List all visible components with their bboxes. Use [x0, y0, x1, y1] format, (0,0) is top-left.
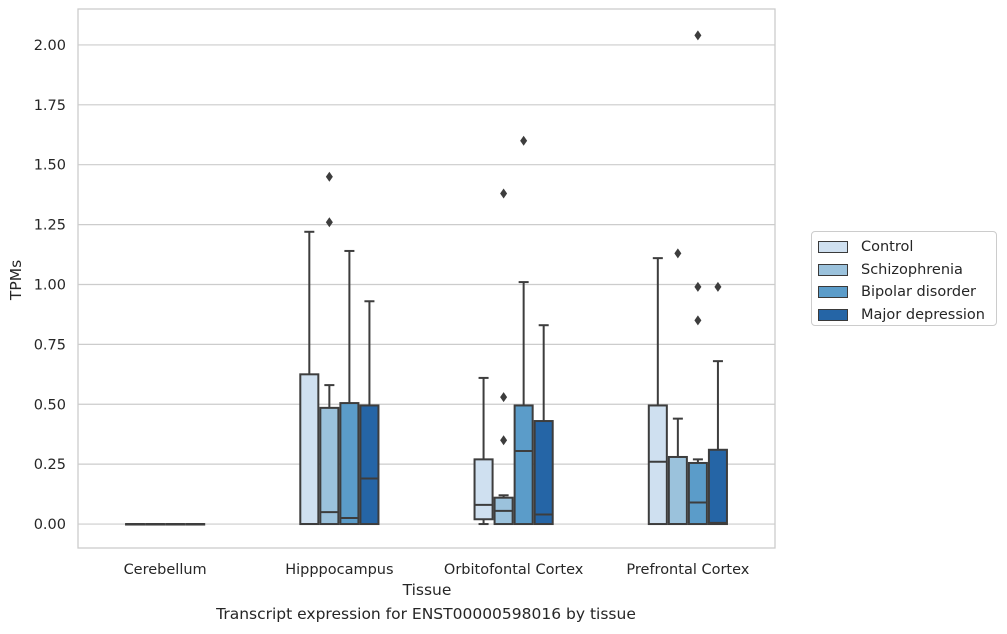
outlier-point [694, 315, 702, 326]
y-tick-label: 2.00 [34, 38, 66, 54]
y-tick-label: 0.50 [34, 397, 66, 413]
legend-label: Control [861, 239, 914, 256]
outlier-point [694, 30, 702, 41]
legend-swatch [818, 308, 848, 321]
legend-label: Bipolar disorder [861, 284, 976, 301]
box-group [185, 523, 206, 526]
box [687, 461, 708, 526]
box-group [667, 248, 688, 526]
x-tick-label: Cerebellum [124, 562, 207, 578]
legend-item: Schizophrenia [818, 259, 996, 282]
box-group [299, 230, 320, 526]
outlier-point [714, 281, 722, 292]
box [339, 402, 360, 526]
grid-lines [78, 44, 775, 525]
x-tick-label: Prefrontal Cortex [626, 562, 749, 578]
box-group [319, 171, 340, 526]
outlier-point [674, 248, 682, 259]
box-group [125, 523, 146, 526]
box [359, 404, 380, 526]
x-tick-label: Hipppocampus [285, 562, 393, 578]
box-group [533, 324, 554, 526]
x-tick-labels: Cerebellum Hipppocampus Orbitofontal Corte… [124, 562, 750, 578]
legend-label: Major depression [861, 306, 985, 323]
box-group [359, 300, 380, 526]
box [299, 373, 320, 526]
y-tick-label: 1.75 [34, 98, 66, 114]
legend-swatch [818, 241, 848, 254]
y-tick-label: 0.75 [34, 337, 66, 353]
x-tick-label: Orbitofontal Cortex [444, 562, 584, 578]
box [513, 404, 534, 526]
legend: Control Schizophrenia Bipolar disorder Majo… [811, 231, 997, 326]
box-group [513, 135, 534, 526]
box-group [473, 376, 494, 526]
legend-item: Major depression [818, 304, 996, 327]
legend-swatch [818, 263, 848, 276]
y-axis-title: TPMs [7, 260, 25, 301]
box-group [707, 281, 728, 526]
box [647, 404, 668, 526]
legend-item: Bipolar disorder [818, 281, 996, 304]
outlier-point [694, 281, 702, 292]
box-group [687, 30, 708, 526]
box-group [647, 257, 668, 526]
box [473, 458, 494, 521]
outlier-point [500, 188, 508, 199]
box [319, 406, 340, 526]
y-tick-label: 1.00 [34, 277, 66, 293]
box-group [339, 249, 360, 526]
box-group [145, 523, 166, 526]
y-tick-labels: 0.00 0.25 0.50 0.75 1.00 1.25 1.50 1.75 2.00 [34, 38, 66, 533]
y-tick-label: 0.00 [34, 517, 66, 533]
box-group [493, 188, 514, 526]
outlier-point [325, 217, 333, 228]
legend-item: Control [818, 236, 996, 259]
outlier-point [325, 171, 333, 182]
y-tick-label: 1.50 [34, 158, 66, 174]
outlier-point [520, 135, 528, 146]
box [667, 455, 688, 526]
outlier-point [500, 392, 508, 403]
box [707, 448, 728, 526]
box-groups [125, 30, 728, 526]
legend-label: Schizophrenia [861, 261, 963, 278]
plot-frame [77, 8, 776, 549]
box [533, 420, 554, 526]
outlier-point [500, 435, 508, 446]
x-axis-title: Tissue [402, 581, 452, 599]
legend-swatch [818, 286, 848, 299]
box-group [165, 523, 186, 526]
y-tick-label: 1.25 [34, 218, 66, 234]
y-tick-label: 0.25 [34, 457, 66, 473]
chart-caption: Transcript expression for ENST0000059801… [216, 605, 636, 623]
